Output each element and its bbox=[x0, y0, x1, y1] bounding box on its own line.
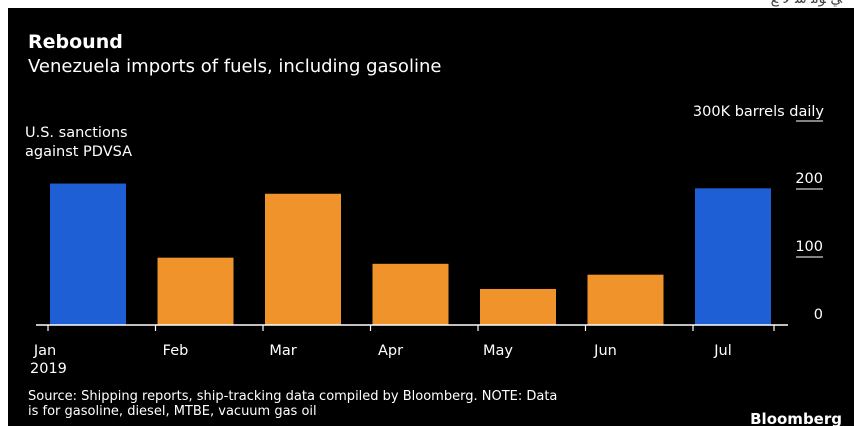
annotation-line-2: against PDVSA bbox=[25, 144, 132, 160]
bar-jun bbox=[587, 274, 664, 325]
chart-panel: Rebound Venezuela imports of fuels, incl… bbox=[8, 8, 854, 426]
bloomberg-logo: Bloomberg bbox=[750, 410, 842, 426]
x-label-jan: Jan bbox=[33, 343, 56, 359]
bar-apr bbox=[372, 263, 449, 325]
x-label-may: May bbox=[483, 343, 513, 359]
chart-svg: Rebound Venezuela imports of fuels, incl… bbox=[25, 31, 842, 426]
x-label-mar: Mar bbox=[269, 343, 296, 359]
x-label-feb: Feb bbox=[163, 343, 189, 359]
y-tick-0: 0 bbox=[814, 307, 823, 323]
source-line-2: is for gasoline, diesel, MTBE, vacuum ga… bbox=[28, 404, 317, 419]
x-label-apr: Apr bbox=[378, 343, 403, 359]
x-label-jun: Jun bbox=[593, 343, 617, 359]
gridlines: 0 100 200 bbox=[795, 120, 823, 323]
x-axis: Jan Feb Mar Apr May Jun Jul bbox=[33, 325, 775, 359]
annotation-line-1: U.S. sanctions bbox=[25, 125, 128, 141]
bar-jan bbox=[50, 183, 126, 325]
x-label-jul: Jul bbox=[713, 343, 732, 359]
bar-jul bbox=[695, 188, 771, 325]
y-tick-100: 100 bbox=[795, 239, 823, 255]
year-label: 2019 bbox=[30, 361, 67, 377]
y-tick-200: 200 bbox=[795, 171, 823, 187]
bar-mar bbox=[265, 193, 341, 325]
bars bbox=[50, 183, 771, 325]
top-strip-text: ﻲ ﻮﻣ ﺳ ﻻ ﻊ bbox=[771, 0, 842, 7]
unit-label: 300K barrels daily bbox=[693, 104, 824, 120]
top-strip: ﻲ ﻮﻣ ﺳ ﻻ ﻊ bbox=[0, 0, 854, 8]
chart-title: Rebound bbox=[28, 31, 123, 53]
chart-subtitle: Venezuela imports of fuels, including ga… bbox=[28, 56, 441, 77]
source-line-1: Source: Shipping reports, ship-tracking … bbox=[28, 389, 557, 404]
bar-may bbox=[480, 288, 556, 325]
bar-feb bbox=[157, 257, 234, 325]
